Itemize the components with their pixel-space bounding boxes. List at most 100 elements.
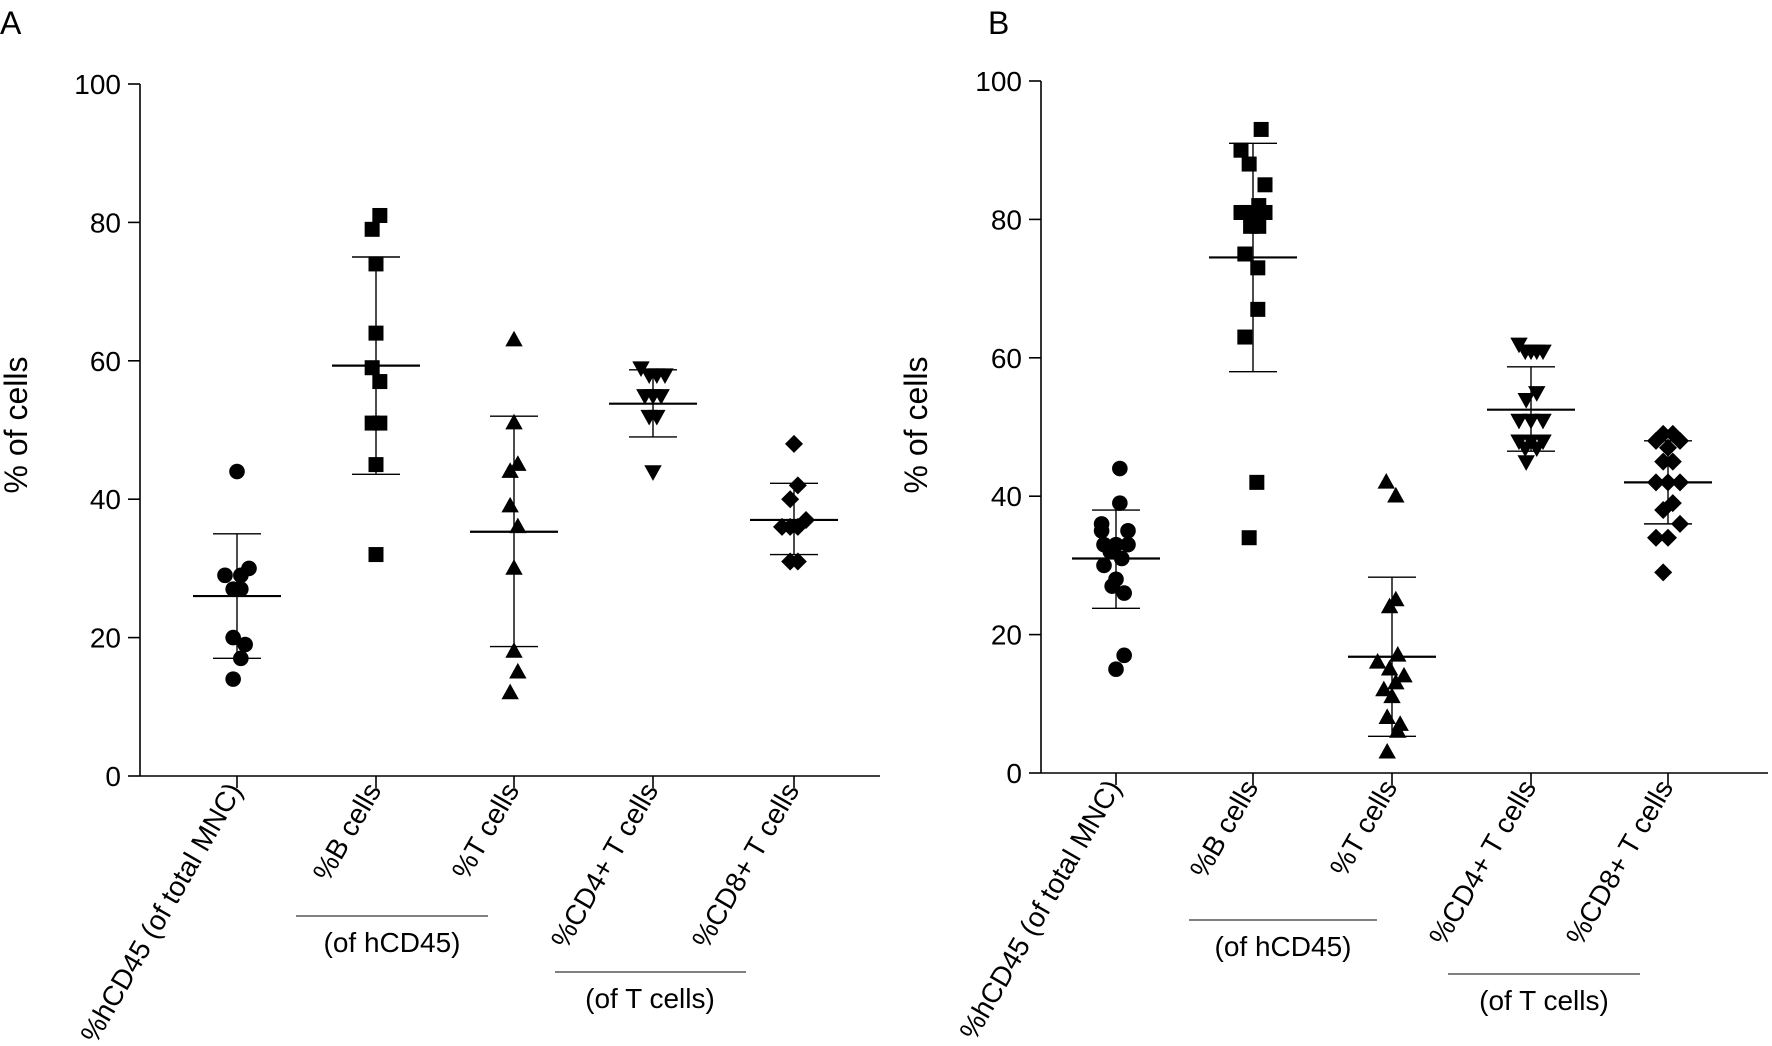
data-point bbox=[1116, 585, 1132, 601]
data-point bbox=[372, 415, 388, 431]
data-point bbox=[1380, 597, 1399, 614]
data-point bbox=[1378, 742, 1396, 759]
data-point bbox=[1378, 708, 1396, 724]
data-point bbox=[1647, 473, 1665, 492]
data-point bbox=[1241, 156, 1257, 172]
x-category-label-b: %CD8+ T cells bbox=[1560, 775, 1679, 951]
data-point bbox=[644, 465, 662, 481]
series-a-1 bbox=[332, 207, 420, 563]
data-point bbox=[1516, 441, 1534, 458]
data-point bbox=[1659, 438, 1677, 457]
data-point bbox=[241, 560, 257, 577]
data-point bbox=[225, 629, 241, 646]
data-point bbox=[1112, 495, 1128, 511]
y-tick-label-a: 40 bbox=[90, 484, 121, 515]
data-point bbox=[368, 256, 384, 272]
data-point bbox=[1647, 431, 1665, 450]
data-point bbox=[1517, 455, 1535, 471]
data-point bbox=[1522, 413, 1540, 430]
series-b-2 bbox=[1348, 473, 1436, 759]
data-point bbox=[1251, 218, 1267, 234]
data-point bbox=[1671, 431, 1689, 450]
data-point bbox=[509, 662, 527, 679]
data-point bbox=[1241, 530, 1257, 546]
panel-label-a: A bbox=[0, 5, 22, 41]
data-point bbox=[1120, 523, 1136, 539]
group-label-b: (of hCD45) bbox=[1215, 931, 1352, 962]
data-point bbox=[1528, 386, 1546, 402]
data-point bbox=[368, 547, 384, 563]
data-point bbox=[364, 360, 380, 376]
data-point bbox=[1113, 550, 1130, 567]
data-point bbox=[505, 642, 523, 658]
data-point bbox=[1389, 646, 1407, 662]
x-category-label-b: %B cells bbox=[1184, 775, 1265, 883]
data-point bbox=[1375, 680, 1393, 697]
data-point bbox=[505, 330, 523, 347]
series-b-4 bbox=[1624, 424, 1712, 582]
data-point bbox=[509, 517, 527, 534]
data-point bbox=[233, 650, 249, 667]
data-point bbox=[1654, 563, 1673, 582]
data-point bbox=[1654, 452, 1673, 471]
x-category-label-a: %CD4+ T cells bbox=[545, 778, 664, 954]
y-tick-label-b: 100 bbox=[975, 66, 1022, 97]
data-point bbox=[1647, 528, 1665, 547]
panel-label-b: B bbox=[988, 5, 1009, 41]
data-point bbox=[364, 221, 380, 237]
group-label-a: (of T cells) bbox=[585, 983, 715, 1014]
x-category-label-a: %hCD45 (of total MNC) bbox=[74, 778, 248, 1042]
data-point bbox=[788, 552, 807, 571]
data-point bbox=[1108, 661, 1124, 677]
y-tick-label-b: 80 bbox=[991, 204, 1022, 235]
x-category-label-b: %hCD45 (of total MNC) bbox=[953, 775, 1127, 1042]
data-point bbox=[1383, 687, 1401, 704]
y-axis-label-a: % of cells bbox=[0, 357, 34, 494]
data-point bbox=[1368, 652, 1387, 669]
group-label-b: (of T cells) bbox=[1479, 985, 1609, 1016]
data-point bbox=[1093, 523, 1110, 539]
series-b-1 bbox=[1209, 121, 1297, 546]
data-point bbox=[1663, 452, 1682, 471]
data-point bbox=[1104, 578, 1120, 594]
y-tick-label-a: 20 bbox=[90, 623, 121, 654]
series-a-3 bbox=[609, 361, 697, 481]
series-a-0 bbox=[193, 463, 281, 687]
data-point bbox=[372, 374, 388, 390]
data-point bbox=[1233, 142, 1249, 158]
x-category-label-a: %T cells bbox=[446, 778, 525, 885]
data-point bbox=[1257, 177, 1273, 193]
data-point bbox=[217, 567, 233, 584]
x-category-label-a: %CD8+ T cells bbox=[686, 778, 805, 954]
data-point bbox=[1395, 666, 1413, 683]
data-point bbox=[781, 490, 800, 509]
y-tick-label-a: 100 bbox=[74, 69, 121, 100]
data-point bbox=[1671, 514, 1689, 533]
data-point bbox=[1102, 543, 1119, 560]
x-category-label-a: %B cells bbox=[307, 778, 388, 886]
data-point bbox=[1237, 329, 1253, 345]
data-point bbox=[501, 496, 519, 513]
data-point bbox=[1120, 536, 1136, 553]
data-point bbox=[1391, 715, 1409, 731]
data-point bbox=[1250, 301, 1266, 317]
data-point bbox=[652, 389, 670, 405]
y-tick-label-b: 60 bbox=[991, 343, 1022, 374]
x-category-label-b: %CD4+ T cells bbox=[1423, 775, 1542, 951]
data-point bbox=[1237, 246, 1253, 262]
y-axis-label-b: % of cells bbox=[898, 357, 934, 494]
data-point bbox=[1096, 557, 1112, 574]
series-b-3 bbox=[1487, 337, 1575, 471]
data-point bbox=[505, 413, 523, 430]
data-point bbox=[501, 683, 519, 700]
y-tick-label-b: 40 bbox=[991, 481, 1022, 512]
data-point bbox=[229, 463, 245, 480]
data-point bbox=[1534, 434, 1552, 451]
data-point bbox=[237, 636, 253, 653]
data-point bbox=[372, 207, 388, 223]
data-point bbox=[656, 368, 674, 384]
data-point bbox=[788, 517, 807, 536]
y-tick-label-b: 0 bbox=[1006, 758, 1022, 789]
